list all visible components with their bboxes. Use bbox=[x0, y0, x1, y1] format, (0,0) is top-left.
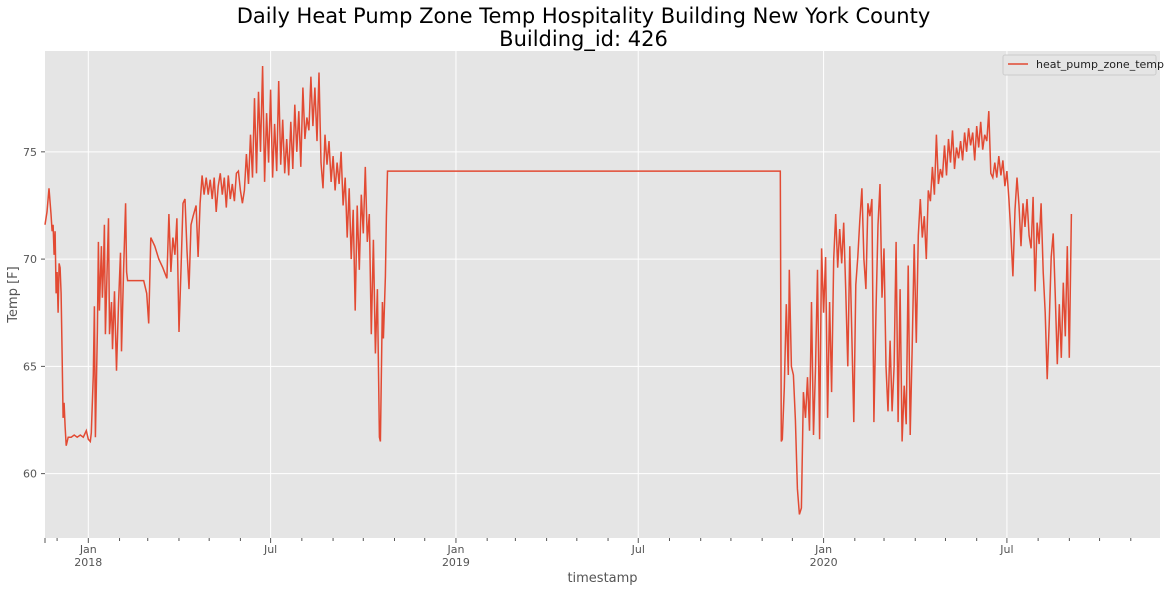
series-line-heat-pump-zone-temp bbox=[44, 65, 1073, 515]
x-tick-label: Jul bbox=[631, 543, 645, 556]
y-tick-label: 75 bbox=[23, 146, 37, 159]
y-tick-label: 70 bbox=[23, 253, 37, 266]
legend: heat_pump_zone_temp bbox=[1002, 54, 1164, 76]
x-tick-label: Jul bbox=[999, 543, 1013, 556]
y-tick-label: 60 bbox=[23, 468, 37, 481]
legend-box bbox=[1002, 54, 1157, 76]
y-axis-label: Temp [F] bbox=[6, 266, 21, 323]
x-axis-label: timestamp bbox=[567, 571, 637, 586]
x-tick-label: Jan bbox=[79, 543, 97, 556]
legend-label: heat_pump_zone_temp bbox=[1036, 58, 1164, 71]
y-tick-label: 65 bbox=[23, 360, 37, 373]
x-tick-label: Jul bbox=[263, 543, 277, 556]
chart-title-line-1: Daily Heat Pump Zone Temp Hospitality Bu… bbox=[236, 4, 931, 28]
plot-area bbox=[45, 51, 1160, 538]
x-tick-label: Jan bbox=[814, 543, 832, 556]
x-tick-year-label: 2020 bbox=[810, 556, 838, 569]
x-tick-year-label: 2018 bbox=[74, 556, 102, 569]
x-tick-year-label: 2019 bbox=[442, 556, 470, 569]
chart-title-line-2: Building_id: 426 bbox=[499, 27, 668, 51]
x-tick-label: Jan bbox=[446, 543, 464, 556]
